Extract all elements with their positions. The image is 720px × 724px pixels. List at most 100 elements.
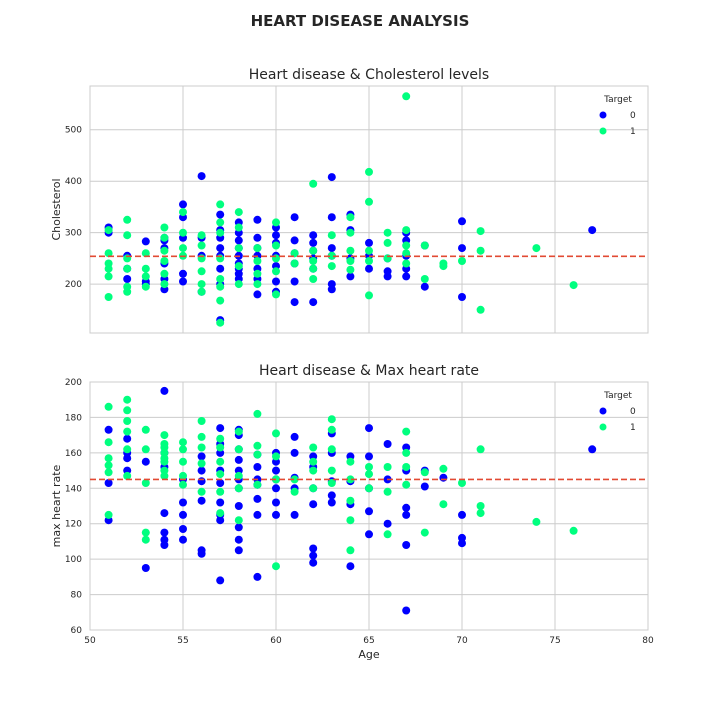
y-tick-label: 120 [65, 520, 82, 530]
data-point [141, 282, 150, 291]
data-point [160, 223, 169, 232]
data-point [216, 282, 225, 291]
data-point [383, 530, 392, 539]
data-point [160, 471, 169, 480]
data-point [365, 167, 373, 176]
data-point [216, 487, 225, 496]
data-point [253, 290, 262, 299]
data-point [309, 231, 318, 240]
data-point [160, 457, 169, 466]
data-point [383, 238, 392, 247]
data-point [160, 509, 169, 518]
data-point [420, 241, 429, 250]
data-point [141, 479, 150, 487]
data-point [141, 457, 150, 466]
data-point [476, 502, 485, 510]
data-point [179, 228, 187, 237]
plot-frame [89, 381, 649, 631]
data-point [160, 280, 169, 289]
data-point [216, 244, 225, 253]
data-point [290, 487, 299, 496]
data-point [383, 487, 392, 496]
data-point [309, 257, 318, 265]
data-point [383, 272, 392, 281]
data-point [272, 267, 280, 276]
data-point [141, 535, 150, 544]
data-point [160, 386, 169, 395]
data-point [179, 510, 187, 519]
data-point [346, 457, 355, 466]
data-point [253, 463, 262, 471]
data-point [532, 517, 541, 526]
data-point [160, 541, 169, 549]
data-point [216, 228, 225, 237]
y-tick-label: 180 [65, 413, 82, 423]
data-point [253, 441, 262, 450]
data-point [160, 246, 169, 255]
data-point [327, 415, 336, 424]
data-point [179, 277, 187, 286]
data-point [346, 246, 355, 255]
data-point [104, 438, 113, 447]
data-point [476, 509, 485, 518]
data-point [346, 228, 355, 237]
data-point [234, 427, 243, 436]
data-point [253, 244, 262, 253]
data-point [141, 249, 150, 258]
data-point [123, 434, 132, 443]
data-point [216, 275, 225, 283]
data-point [346, 475, 355, 484]
data-point [141, 272, 150, 281]
data-point [197, 280, 206, 289]
data-point [253, 269, 262, 278]
data-point [216, 443, 225, 452]
data-point [309, 544, 318, 553]
data-point [197, 452, 206, 461]
data-point [532, 244, 541, 253]
data-point [104, 461, 113, 470]
data-point [141, 237, 150, 246]
data-point [458, 257, 466, 265]
data-point [458, 244, 466, 253]
data-point [179, 269, 187, 278]
data-point [179, 457, 187, 466]
y-axis-label: Cholesterol [50, 178, 63, 240]
data-point [365, 463, 373, 471]
data-point [402, 427, 411, 436]
legend-marker-1 [599, 127, 607, 135]
data-point [420, 528, 429, 537]
data-point [234, 484, 243, 493]
data-point [327, 466, 336, 475]
data-point [290, 213, 299, 222]
data-point [123, 395, 132, 404]
legend-label-0: 0 [630, 407, 636, 417]
data-point [588, 445, 597, 454]
data-point [365, 424, 373, 433]
data-point [123, 471, 132, 480]
data-point [365, 530, 373, 539]
data-point [123, 231, 132, 240]
data-point [327, 491, 336, 500]
data-point [402, 259, 411, 268]
data-point [365, 507, 373, 516]
data-point [216, 457, 225, 466]
data-point [346, 272, 355, 281]
data-point [234, 236, 243, 245]
data-point [476, 227, 485, 236]
data-point [216, 434, 225, 443]
data-point [104, 479, 113, 487]
data-point [402, 503, 411, 512]
data-point [141, 564, 150, 572]
chart-title: Heart disease & Max heart rate [259, 363, 479, 379]
data-point [179, 244, 187, 253]
data-point [141, 264, 150, 273]
data-point [179, 208, 187, 217]
data-point [216, 296, 225, 305]
y-axis-label: max heart rate [50, 464, 63, 547]
data-point [104, 272, 113, 281]
data-point [290, 298, 299, 307]
data-point [272, 218, 280, 227]
data-point [197, 549, 206, 558]
data-point [197, 231, 206, 240]
data-point [309, 457, 318, 466]
